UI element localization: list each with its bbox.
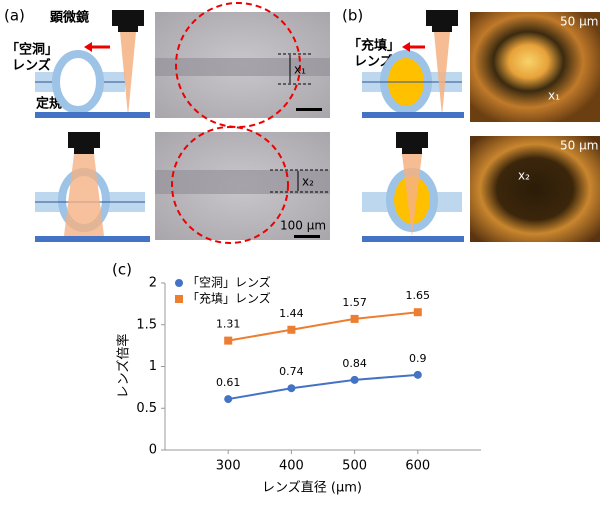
microscope [426,10,458,26]
y-tick-label: 0.5 [136,401,157,416]
panel-a: (a) 顕微鏡 「空洞」 レンズ 定規 x₁ x₂ 100 μm [4,2,330,244]
marker [413,370,422,379]
lens [52,50,104,114]
light [434,32,450,116]
panel-b: (b) 「充填」 レンズ 50 μm x₁ 50 μm x₂ [342,7,600,242]
plot: 0 0.5 1 1.5 2 300 400 500 600 0.61 0.74 0.84 0.9 「空洞」… [136,275,481,474]
microscope [396,132,428,148]
x-axis-title: レンズ直径 (μm) [262,480,362,496]
ruler-label: 定規 [35,96,62,112]
microscope [118,26,138,32]
panel-label: (a) [4,7,25,25]
data-label: 1.31 [216,318,241,331]
y-tick-label: 2 [149,276,157,291]
dashed-circle [175,2,301,128]
scale-label: 100 μm [280,219,326,233]
arrow [402,42,410,52]
ruler-image [155,58,330,76]
light [64,154,104,236]
ruler [35,112,150,118]
x1-label: x₁ [548,89,560,103]
legend-marker [175,295,183,303]
marker [350,314,359,323]
y-tick-label: 1.5 [136,317,157,332]
panel-label: (b) [342,7,363,25]
light [402,154,422,236]
marker [287,384,296,393]
microscope [432,26,452,32]
dashed-circle [171,126,289,244]
x1-label: x₁ [294,63,306,77]
data-label: 1.57 [342,296,367,309]
microscope-label: 顕微鏡 [50,10,89,26]
marker [287,325,296,334]
lens-label: 「充填」 [348,38,400,54]
data-label: 1.65 [406,289,431,302]
photo [470,12,600,122]
scale-label: 50 μm [560,15,598,29]
scale-bar [294,235,320,238]
ruler-image [155,170,330,194]
x-tick-label: 300 [216,459,241,474]
arrow [84,42,92,52]
photo [470,136,600,242]
x-tick-label: 600 [405,459,430,474]
lens-label: レンズ [12,58,51,74]
ruler [362,112,464,118]
data-label: 0.74 [279,365,304,378]
series-line [228,373,418,401]
marker [224,336,233,345]
legend-marker [175,279,183,287]
x-tick-label: 400 [279,459,304,474]
scale-label: 50 μm [560,139,598,153]
microscope [68,132,100,148]
data-label: 0.61 [216,376,241,389]
lens-label: レンズ [354,54,393,70]
marker [224,395,233,404]
light [120,32,136,116]
marker [413,308,422,317]
y-axis-title: レンズ倍率 [116,334,132,399]
marker [350,375,359,384]
data-label: 0.9 [409,352,427,365]
x2-label: x₂ [302,175,314,189]
series-line [228,311,418,342]
legend-label: 「空洞」レンズ [187,275,271,290]
data-label: 1.44 [279,307,304,320]
microscope [112,10,144,26]
scale-bar [296,108,322,111]
microscope [402,148,422,154]
y-tick-label: 1 [149,359,157,374]
x2-label: x₂ [518,169,530,183]
data-label: 0.84 [342,357,367,370]
legend-label: 「充填」レンズ [187,291,271,306]
x-tick-label: 500 [342,459,367,474]
y-tick-label: 0 [149,443,157,458]
lens-label: 「空洞」 [6,42,58,58]
panel-label: (c) [112,261,132,279]
ruler [35,236,150,242]
ruler [362,236,464,242]
microscope [74,148,94,154]
